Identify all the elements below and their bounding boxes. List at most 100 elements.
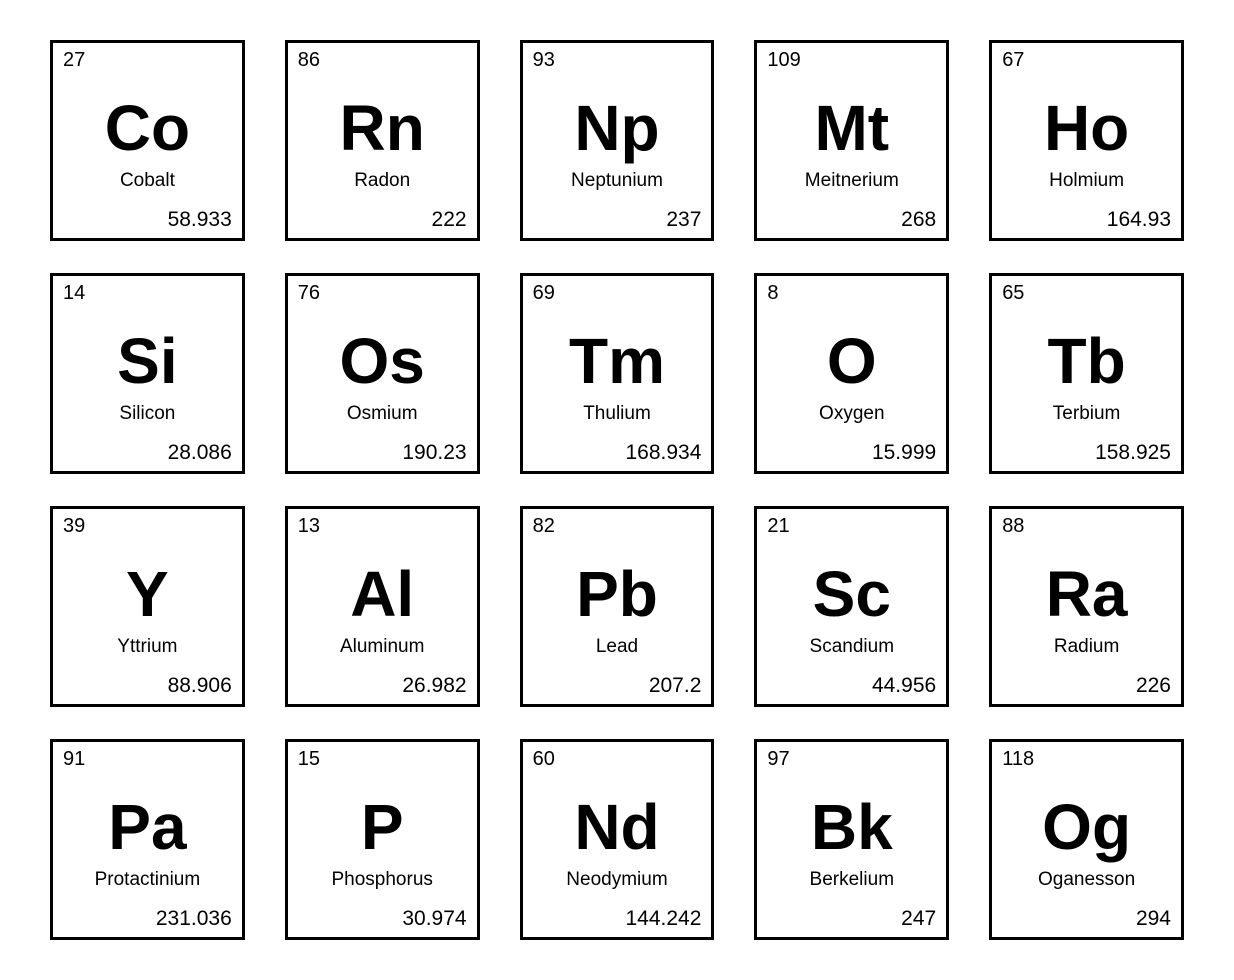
atomic-mass: 294 <box>1136 907 1171 931</box>
element-card: 97 Bk Berkelium 247 <box>754 739 949 940</box>
atomic-mass: 237 <box>666 208 701 232</box>
element-symbol: Si <box>117 329 177 393</box>
element-name: Oxygen <box>819 403 884 425</box>
element-card: 39 Y Yttrium 88.906 <box>50 506 245 707</box>
element-card: 13 Al Aluminum 26.982 <box>285 506 480 707</box>
atomic-number: 27 <box>63 49 85 72</box>
element-symbol: Tb <box>1048 329 1126 393</box>
element-name: Lead <box>596 636 638 658</box>
atomic-number: 88 <box>1002 515 1024 538</box>
atomic-mass: 164.93 <box>1107 208 1171 232</box>
element-name: Thulium <box>583 403 651 425</box>
element-symbol: Sc <box>813 562 891 626</box>
element-name: Phosphorus <box>331 869 432 891</box>
element-symbol: Y <box>126 562 169 626</box>
element-symbol: Pb <box>576 562 658 626</box>
atomic-mass: 268 <box>901 208 936 232</box>
element-name: Silicon <box>119 403 175 425</box>
atomic-mass: 226 <box>1136 674 1171 698</box>
element-card: 88 Ra Radium 226 <box>989 506 1184 707</box>
atomic-mass: 58.933 <box>168 208 232 232</box>
atomic-number: 65 <box>1002 282 1024 305</box>
atomic-number: 118 <box>1002 748 1034 771</box>
element-symbol: P <box>361 795 404 859</box>
element-card: 86 Rn Radon 222 <box>285 40 480 241</box>
element-grid: 27 Co Cobalt 58.933 86 Rn Radon 222 93 N… <box>50 40 1184 940</box>
element-name: Holmium <box>1049 170 1124 192</box>
element-symbol: O <box>827 329 877 393</box>
element-name: Aluminum <box>340 636 424 658</box>
element-symbol: Tm <box>569 329 665 393</box>
element-name: Scandium <box>810 636 895 658</box>
element-name: Yttrium <box>117 636 177 658</box>
atomic-number: 82 <box>533 515 555 538</box>
atomic-number: 76 <box>298 282 320 305</box>
element-symbol: Bk <box>811 795 893 859</box>
atomic-mass: 144.242 <box>625 907 701 931</box>
atomic-number: 60 <box>533 748 555 771</box>
atomic-number: 69 <box>533 282 555 305</box>
atomic-number: 97 <box>767 748 789 771</box>
atomic-number: 15 <box>298 748 320 771</box>
element-symbol: Ra <box>1046 562 1128 626</box>
element-symbol: Mt <box>814 96 889 160</box>
element-symbol: Co <box>105 96 190 160</box>
atomic-mass: 28.086 <box>168 441 232 465</box>
element-symbol: Np <box>574 96 659 160</box>
element-name: Radon <box>354 170 410 192</box>
atomic-number: 21 <box>767 515 789 538</box>
element-card: 67 Ho Holmium 164.93 <box>989 40 1184 241</box>
atomic-mass: 207.2 <box>649 674 702 698</box>
atomic-number: 93 <box>533 49 555 72</box>
element-name: Terbium <box>1053 403 1121 425</box>
element-symbol: Nd <box>574 795 659 859</box>
atomic-number: 13 <box>298 515 320 538</box>
atomic-number: 39 <box>63 515 85 538</box>
element-symbol: Pa <box>108 795 186 859</box>
element-name: Meitnerium <box>805 170 899 192</box>
element-card: 69 Tm Thulium 168.934 <box>520 273 715 474</box>
element-name: Berkelium <box>810 869 894 891</box>
atomic-number: 8 <box>767 282 778 305</box>
element-name: Neodymium <box>566 869 667 891</box>
element-name: Radium <box>1054 636 1119 658</box>
element-card: 76 Os Osmium 190.23 <box>285 273 480 474</box>
atomic-mass: 88.906 <box>168 674 232 698</box>
element-symbol: Og <box>1042 795 1131 859</box>
element-name: Neptunium <box>571 170 663 192</box>
element-card: 27 Co Cobalt 58.933 <box>50 40 245 241</box>
atomic-mass: 26.982 <box>402 674 466 698</box>
element-card: 93 Np Neptunium 237 <box>520 40 715 241</box>
atomic-mass: 30.974 <box>402 907 466 931</box>
element-symbol: Al <box>350 562 414 626</box>
element-card: 65 Tb Terbium 158.925 <box>989 273 1184 474</box>
element-name: Protactinium <box>95 869 201 891</box>
element-card: 8 O Oxygen 15.999 <box>754 273 949 474</box>
atomic-number: 86 <box>298 49 320 72</box>
element-card: 21 Sc Scandium 44.956 <box>754 506 949 707</box>
atomic-number: 14 <box>63 282 85 305</box>
element-symbol: Os <box>340 329 425 393</box>
atomic-mass: 247 <box>901 907 936 931</box>
atomic-number: 91 <box>63 748 85 771</box>
atomic-mass: 44.956 <box>872 674 936 698</box>
atomic-mass: 190.23 <box>402 441 466 465</box>
atomic-mass: 15.999 <box>872 441 936 465</box>
atomic-number: 67 <box>1002 49 1024 72</box>
element-name: Osmium <box>347 403 418 425</box>
element-card: 60 Nd Neodymium 144.242 <box>520 739 715 940</box>
atomic-mass: 222 <box>432 208 467 232</box>
element-card: 14 Si Silicon 28.086 <box>50 273 245 474</box>
element-card: 82 Pb Lead 207.2 <box>520 506 715 707</box>
element-name: Oganesson <box>1038 869 1135 891</box>
element-symbol: Ho <box>1044 96 1129 160</box>
atomic-mass: 168.934 <box>625 441 701 465</box>
element-card: 15 P Phosphorus 30.974 <box>285 739 480 940</box>
element-name: Cobalt <box>120 170 175 192</box>
atomic-mass: 158.925 <box>1095 441 1171 465</box>
element-card: 109 Mt Meitnerium 268 <box>754 40 949 241</box>
element-card: 91 Pa Protactinium 231.036 <box>50 739 245 940</box>
element-symbol: Rn <box>340 96 425 160</box>
element-card: 118 Og Oganesson 294 <box>989 739 1184 940</box>
atomic-mass: 231.036 <box>156 907 232 931</box>
